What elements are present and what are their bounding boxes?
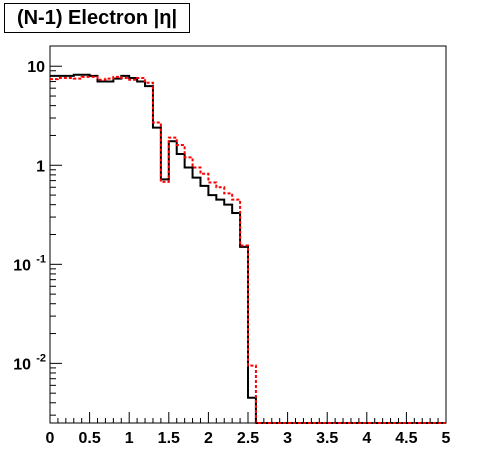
x-tick-label: 4.5	[395, 430, 417, 447]
y-tick-exponent: -1	[36, 253, 46, 265]
x-tick-label: 3.5	[316, 430, 338, 447]
x-tick-label: 2.5	[237, 430, 259, 447]
x-tick-label: 1.5	[158, 430, 180, 447]
x-tick-label: 5	[442, 430, 451, 447]
y-tick-label: 10	[13, 257, 31, 274]
y-tick-exponent: -2	[36, 352, 46, 364]
x-tick-label: 3	[283, 430, 292, 447]
y-tick-label: 1	[36, 158, 45, 175]
x-tick-label: 4	[362, 430, 371, 447]
x-tick-label: 1	[125, 430, 134, 447]
x-tick-label: 0	[46, 430, 55, 447]
x-tick-label: 2	[204, 430, 213, 447]
chart-title: (N-1) Electron |η|	[4, 3, 190, 33]
y-tick-label: 10	[27, 59, 45, 76]
series-2-histogram	[50, 75, 446, 424]
y-tick-label: 10	[13, 356, 31, 373]
x-tick-label: 0.5	[78, 430, 100, 447]
